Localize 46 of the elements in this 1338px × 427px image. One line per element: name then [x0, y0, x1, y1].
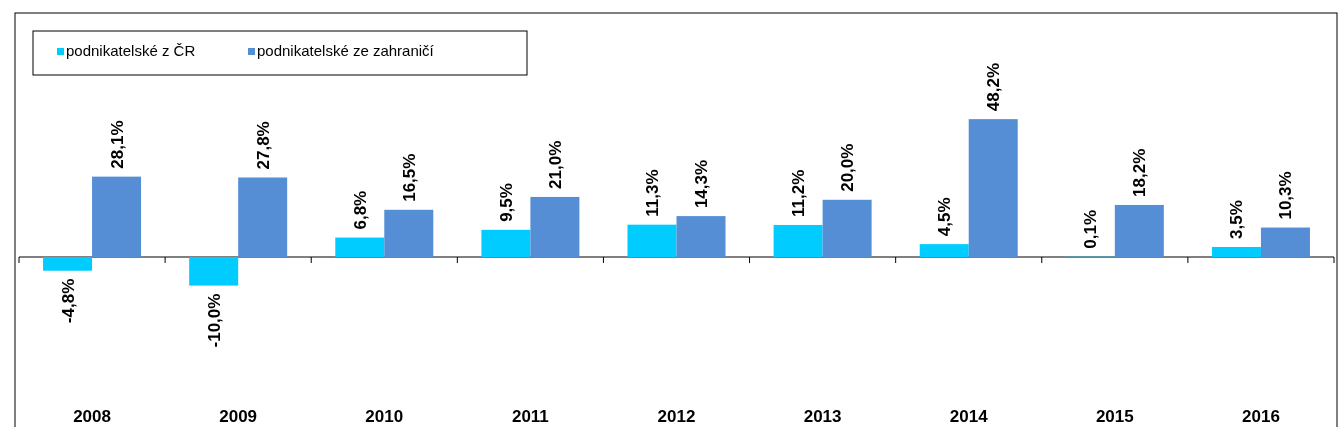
bar — [238, 177, 288, 257]
data-label: 14,3% — [692, 159, 711, 209]
legend-label: podnikatelské ze zahraničí — [257, 42, 435, 59]
bar — [773, 224, 823, 257]
x-tick-label: 2009 — [219, 407, 258, 426]
bar — [919, 244, 969, 257]
data-label: 16,5% — [399, 153, 419, 202]
bar — [1114, 204, 1164, 257]
bar — [43, 257, 93, 271]
data-label: 48,2% — [984, 62, 1004, 112]
bar — [384, 209, 434, 257]
bar — [189, 257, 239, 286]
data-label: 28,1% — [107, 120, 127, 169]
x-tick-label: 2008 — [73, 407, 111, 426]
bar — [481, 229, 531, 257]
data-label: 18,2% — [1130, 148, 1150, 197]
x-tick-label: 2016 — [1242, 407, 1280, 426]
legend-label: podnikatelské z ČR — [66, 42, 196, 59]
x-tick-label: 2012 — [657, 407, 696, 426]
bar — [1211, 246, 1261, 257]
data-label: 9,5% — [496, 183, 516, 222]
x-tick-label: 2015 — [1095, 407, 1134, 426]
data-label: 27,8% — [253, 121, 273, 170]
data-label: 11,3% — [643, 169, 662, 217]
bar — [968, 119, 1018, 257]
x-tick-label: 2010 — [365, 407, 404, 426]
data-label: 10,3% — [1276, 171, 1296, 220]
data-label: 20,0% — [838, 143, 858, 192]
data-label: 0,1% — [1081, 209, 1101, 249]
data-label: -10,0% — [204, 293, 224, 348]
bar — [1260, 227, 1310, 257]
data-label: 6,8% — [350, 190, 370, 230]
data-label: 11,2% — [789, 169, 809, 217]
data-label: -4,8% — [58, 278, 78, 324]
data-label: 21,0% — [545, 140, 565, 189]
x-tick-label: 2014 — [949, 407, 989, 426]
bar — [822, 199, 872, 257]
bar — [627, 224, 677, 257]
bar — [676, 216, 726, 257]
data-label: 4,5% — [935, 197, 955, 237]
x-tick-label: 2011 — [511, 407, 549, 426]
bar — [530, 196, 580, 257]
bar — [92, 176, 142, 257]
data-label: 3,5% — [1227, 200, 1247, 239]
bar — [335, 237, 385, 257]
x-tick-label: 2013 — [803, 407, 842, 426]
